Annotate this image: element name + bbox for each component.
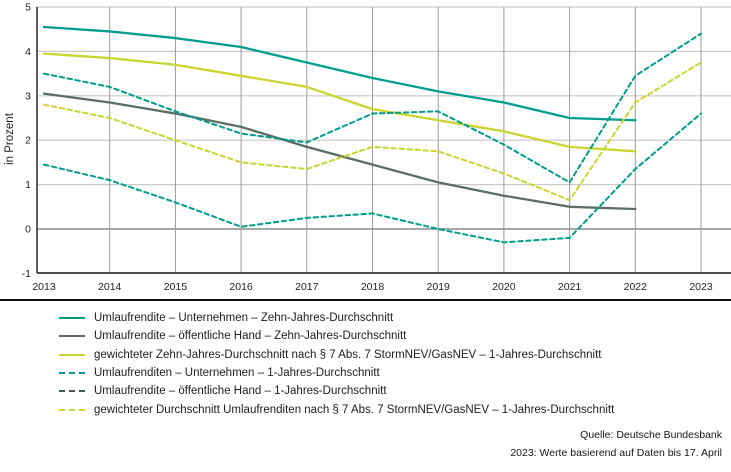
- legend-swatch-gewichtet-10j: [59, 353, 85, 356]
- legend-swatch-unternehmen-1j: [59, 372, 85, 375]
- x-tick-2013: 2013: [32, 281, 56, 293]
- yield-line-chart: 2013 2014 2015 2016 2017 2018 2019 2020 2021 2022…: [4, 2, 731, 293]
- legend-label-oeffentliche-hand-1j: Umlaufrendite – öffentliche Hand – 1-Jah…: [94, 385, 387, 398]
- x-tick-2018: 2018: [361, 281, 385, 293]
- x-tick-2019: 2019: [427, 281, 451, 293]
- y-tick-1: 1: [25, 179, 31, 191]
- y-tick-5: 5: [25, 2, 31, 14]
- x-tick-2023: 2023: [689, 281, 713, 293]
- y-tick-0: 0: [25, 224, 31, 236]
- legend-label-gewichtet-10j: gewichteter Zehn-Jahres-Durchschnitt nac…: [94, 348, 602, 361]
- series-lines: [42, 25, 702, 244]
- x-tick-2017: 2017: [295, 281, 319, 293]
- x-tick-2015: 2015: [164, 281, 188, 293]
- source-line-1: Quelle: Deutsche Bundesbank: [580, 429, 722, 441]
- line-unternehmen-1j: [43, 32, 702, 184]
- legend-separator-line: [0, 299, 731, 302]
- source-note: Quelle: Deutsche Bundesbank 2023: Werte …: [510, 426, 722, 463]
- legend-swatch-oeffentliche-hand-1j: [59, 390, 85, 393]
- source-line-2: 2023: Werte basierend auf Daten bis 17. …: [510, 447, 722, 460]
- y-axis-labels: 5 4 3 2 1 0 -1: [22, 2, 32, 280]
- chart-canvas: 2013 2014 2015 2016 2017 2018 2019 2020 2021 2022…: [4, 2, 731, 293]
- legend-item-gewichtet-10j: gewichteter Zehn-Jahres-Durchschnitt nac…: [59, 346, 614, 364]
- axes: [36, 7, 731, 274]
- line-gewichtet-1j: [43, 61, 702, 202]
- legend-label-gewichtet-1j: gewichteter Durchschnitt Umlaufrenditen …: [94, 403, 615, 416]
- x-tick-2022: 2022: [624, 281, 648, 293]
- x-tick-2021: 2021: [558, 281, 582, 293]
- legend-item-unternehmen-10j: Umlaufrendite – Unternehmen – Zehn-Jahre…: [59, 309, 614, 327]
- legend-item-unternehmen-1j: Umlaufrenditen – Unternehmen – 1-Jahres-…: [59, 364, 614, 382]
- legend-item-gewichtet-1j: gewichteter Durchschnitt Umlaufrenditen …: [59, 400, 614, 418]
- legend-label-oeffentliche-hand-10j: Umlaufrendite – öffentliche Hand – Zehn-…: [94, 330, 407, 343]
- y-tick-4: 4: [25, 46, 31, 58]
- x-tick-2020: 2020: [492, 281, 516, 293]
- legend-item-oeffentliche-hand-10j: Umlaufrendite – öffentliche Hand – Zehn-…: [59, 327, 614, 345]
- legend-swatch-unternehmen-10j: [59, 317, 85, 320]
- legend-swatch-oeffentliche-hand-10j: [59, 335, 85, 338]
- line-oeffentliche-hand-10j: [42, 92, 637, 211]
- y-tick-3: 3: [25, 90, 31, 102]
- line-oeffentliche-hand-1j: [43, 112, 702, 244]
- y-tick--1: -1: [22, 268, 31, 280]
- x-tick-2014: 2014: [98, 281, 122, 293]
- x-axis-labels: 2013 2014 2015 2016 2017 2018 2019 2020 2021 2022…: [32, 281, 713, 293]
- legend-label-unternehmen-1j: Umlaufrenditen – Unternehmen – 1-Jahres-…: [94, 367, 380, 380]
- legend-swatch-gewichtet-1j: [59, 408, 85, 411]
- chart-legend: Umlaufrendite – Unternehmen – Zehn-Jahre…: [59, 309, 614, 419]
- legend-label-unternehmen-10j: Umlaufrendite – Unternehmen – Zehn-Jahre…: [94, 312, 394, 325]
- line-unternehmen-10j: [42, 25, 637, 122]
- y-axis-title: in Prozent: [4, 112, 16, 165]
- y-tick-2: 2: [25, 135, 31, 147]
- x-tick-2016: 2016: [229, 281, 253, 293]
- gridlines: [37, 6, 731, 273]
- legend-item-oeffentliche-hand-1j: Umlaufrendite – öffentliche Hand – 1-Jah…: [59, 382, 614, 400]
- line-gewichtet-10j: [42, 52, 637, 153]
